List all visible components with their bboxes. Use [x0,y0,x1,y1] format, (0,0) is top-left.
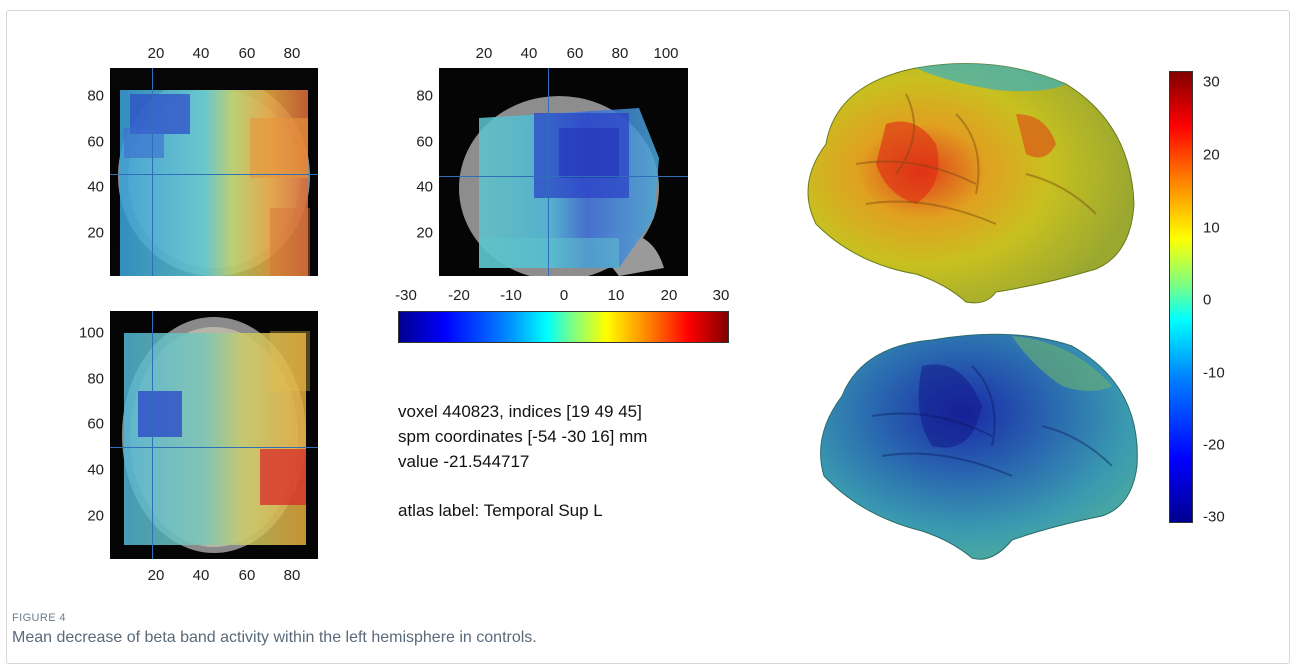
sagittal-crosshair-vertical [548,68,549,276]
coronal-x-tick: 60 [239,46,256,61]
sagittal-y-tick: 60 [416,135,433,150]
sagittal-crosshair-horizontal [439,176,688,177]
sagittal-slice-image [439,68,688,276]
colorbar-v-tick: 20 [1203,148,1220,163]
coronal-x-tick: 40 [193,46,210,61]
coronal-y-tick: 80 [87,89,104,104]
axial-x-tick: 20 [148,568,165,583]
colorbar-v-tick: -10 [1203,366,1225,381]
colorbar-h-tick: -30 [395,288,417,303]
colorbar-v-tick: -30 [1203,510,1225,525]
colorbar-v-tick: 0 [1203,293,1211,308]
voxel-index-line: voxel 440823, indices [19 49 45] [398,402,642,422]
axial-y-tick: 80 [87,372,104,387]
axial-y-tick: 40 [87,463,104,478]
brain-surface-render-top [796,54,1141,314]
coronal-x-tick: 20 [148,46,165,61]
sagittal-x-tick: 20 [476,46,493,61]
coronal-y-tick: 40 [87,180,104,195]
axial-y-tick: 60 [87,417,104,432]
brain-surface-render-bottom [812,326,1147,571]
sagittal-x-tick: 60 [567,46,584,61]
axial-x-tick: 80 [284,568,301,583]
sagittal-x-tick: 100 [653,46,678,61]
atlas-label-line: atlas label: Temporal Sup L [398,501,603,521]
horizontal-colorbar [398,311,729,343]
coronal-y-tick: 20 [87,226,104,241]
coronal-y-tick: 60 [87,135,104,150]
colorbar-v-tick: 10 [1203,221,1220,236]
coronal-slice-image [110,68,318,276]
colorbar-h-tick: -10 [500,288,522,303]
sagittal-y-tick: 40 [416,180,433,195]
axial-crosshair-vertical [152,311,153,559]
voxel-value-line: value -21.544717 [398,452,529,472]
coronal-x-tick: 80 [284,46,301,61]
sagittal-x-tick: 80 [612,46,629,61]
coronal-crosshair-vertical [152,68,153,276]
colorbar-h-tick: 0 [560,288,568,303]
colorbar-h-tick: 20 [661,288,678,303]
colorbar-h-tick: 10 [608,288,625,303]
colorbar-h-tick: 30 [713,288,730,303]
figure-label: FIGURE 4 [12,612,66,624]
sagittal-y-tick: 80 [416,89,433,104]
vertical-colorbar [1169,71,1193,523]
colorbar-v-tick: -20 [1203,438,1225,453]
colorbar-v-tick: 30 [1203,75,1220,90]
axial-y-tick: 20 [87,509,104,524]
axial-x-tick: 60 [239,568,256,583]
sagittal-x-tick: 40 [521,46,538,61]
axial-y-tick: 100 [79,326,104,341]
spm-coordinates-line: spm coordinates [-54 -30 16] mm [398,427,647,447]
sagittal-y-tick: 20 [416,226,433,241]
axial-crosshair-horizontal [110,447,318,448]
axial-x-tick: 40 [193,568,210,583]
coronal-crosshair-horizontal [110,174,318,175]
axial-slice-image [110,311,318,559]
colorbar-h-tick: -20 [448,288,470,303]
figure-caption: Mean decrease of beta band activity with… [12,629,537,647]
